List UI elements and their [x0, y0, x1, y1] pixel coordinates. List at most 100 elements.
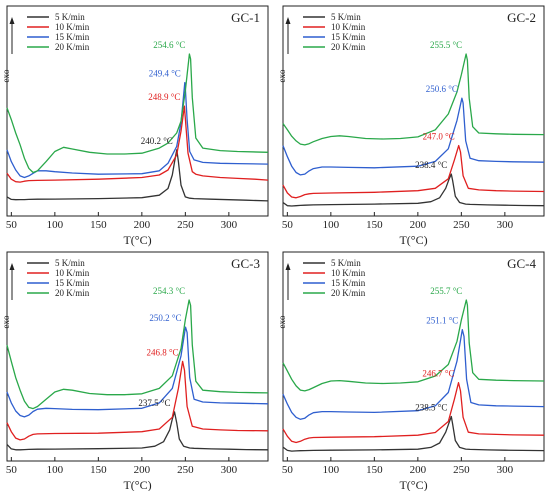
legend-label: 10 K/min [331, 268, 366, 278]
x-tick-label: 150 [90, 464, 107, 476]
x-tick-label: 250 [177, 219, 194, 231]
y-axis-label: exo [277, 315, 287, 328]
plot-frame [282, 5, 545, 217]
series-line-20-k-min [282, 53, 545, 146]
legend-label: 15 K/min [55, 278, 90, 288]
legend-label: 10 K/min [55, 268, 90, 278]
series-line-10-k-min [6, 360, 269, 441]
x-tick-label: 50 [282, 219, 294, 231]
peak-label: 254.6 °C [153, 40, 185, 50]
legend-label: 5 K/min [55, 12, 85, 22]
series-line-5-k-min [6, 411, 269, 451]
panel-title: GC-2 [507, 10, 536, 25]
y-axis-label: exo [277, 69, 287, 82]
panel-title: GC-4 [507, 256, 536, 271]
x-tick-label: 250 [177, 464, 194, 476]
x-tick-label: 150 [90, 219, 107, 231]
series-line-20-k-min [6, 53, 269, 174]
exo-arrow-head [285, 263, 291, 270]
series-line-15-k-min [282, 329, 545, 420]
legend-label: 15 K/min [331, 278, 366, 288]
series-line-15-k-min [6, 81, 269, 179]
chart-panel-2: 50 100 150 200 250 300 T(°C) exo GC-2 238.4 °C 247… [277, 5, 545, 247]
x-axis-label: T(°C) [399, 478, 427, 491]
plot-frame [6, 5, 269, 217]
x-axis-label: T(°C) [123, 478, 151, 491]
chart-panel-4: 50 100 150 200 250 300 T(°C) exo GC-4 238.5 °C 246… [277, 251, 545, 491]
y-axis-label: exo [1, 315, 11, 328]
legend-label: 20 K/min [55, 288, 90, 298]
peak-label: 250.2 °C [149, 313, 181, 323]
peak-label: 237.5 °C [138, 398, 170, 408]
peak-label: 250.6 °C [426, 84, 458, 94]
plot-frame [282, 251, 545, 462]
x-tick-label: 250 [453, 219, 470, 231]
chart-panel-3: 50 100 150 200 250 300 T(°C) exo GC-3 237.5 °C 246… [1, 251, 269, 491]
legend-label: 10 K/min [55, 22, 90, 32]
x-tick-label: 50 [6, 464, 18, 476]
series-line-10-k-min [282, 144, 545, 199]
peak-label: 248.9 °C [148, 92, 180, 102]
series-line-20-k-min [282, 299, 545, 392]
panel-title: GC-1 [231, 10, 260, 25]
peak-label: 247.0 °C [423, 132, 455, 142]
exo-arrow-head [285, 17, 291, 24]
chart-panel-1: 50 100 150 200 250 300 T(°C) exo GC-1 240.2 °C 248… [1, 5, 269, 247]
series-line-5-k-min [6, 149, 269, 202]
series-line-15-k-min [282, 97, 545, 176]
peak-label: 246.8 °C [146, 347, 178, 357]
legend-label: 15 K/min [55, 32, 90, 42]
x-tick-label: 200 [410, 219, 427, 231]
series-line-10-k-min [282, 381, 545, 444]
series-line-5-k-min [282, 415, 545, 452]
x-tick-label: 250 [453, 464, 470, 476]
x-tick-label: 150 [366, 464, 383, 476]
peak-label: 246.7 °C [422, 369, 454, 379]
x-tick-label: 100 [47, 464, 64, 476]
x-tick-label: 50 [6, 219, 18, 231]
peak-label: 249.4 °C [149, 69, 181, 79]
panel-title: GC-3 [231, 256, 260, 271]
y-axis-label: exo [1, 69, 11, 82]
x-tick-label: 300 [221, 219, 238, 231]
x-tick-label: 200 [134, 219, 151, 231]
legend-label: 10 K/min [331, 22, 366, 32]
legend-label: 5 K/min [331, 258, 361, 268]
x-tick-label: 100 [47, 219, 64, 231]
x-axis-label: T(°C) [399, 233, 427, 247]
series-line-5-k-min [282, 173, 545, 207]
legend-label: 20 K/min [331, 42, 366, 52]
series-line-20-k-min [6, 299, 269, 410]
x-axis-label: T(°C) [123, 233, 151, 247]
x-tick-label: 100 [323, 464, 340, 476]
legend-label: 20 K/min [55, 42, 90, 52]
peak-label: 255.5 °C [430, 40, 462, 50]
legend-label: 5 K/min [331, 12, 361, 22]
x-tick-label: 50 [282, 464, 294, 476]
peak-label: 251.1 °C [426, 316, 458, 326]
peak-label: 238.4 °C [415, 160, 447, 170]
x-tick-label: 300 [497, 464, 514, 476]
plot-frame [6, 251, 269, 462]
peak-label: 254.3 °C [153, 286, 185, 296]
x-tick-label: 100 [323, 219, 340, 231]
exo-arrow-head [9, 263, 15, 270]
series-line-15-k-min [6, 326, 269, 418]
legend-label: 20 K/min [331, 288, 366, 298]
x-tick-label: 200 [410, 464, 427, 476]
x-tick-label: 150 [366, 219, 383, 231]
x-tick-label: 300 [497, 219, 514, 231]
series-line-10-k-min [6, 105, 269, 183]
legend-label: 15 K/min [331, 32, 366, 42]
x-tick-label: 200 [134, 464, 151, 476]
peak-label: 240.2 °C [141, 136, 173, 146]
exo-arrow-head [9, 17, 15, 24]
x-tick-label: 300 [221, 464, 238, 476]
peak-label: 238.5 °C [415, 403, 447, 413]
peak-label: 255.7 °C [430, 286, 462, 296]
